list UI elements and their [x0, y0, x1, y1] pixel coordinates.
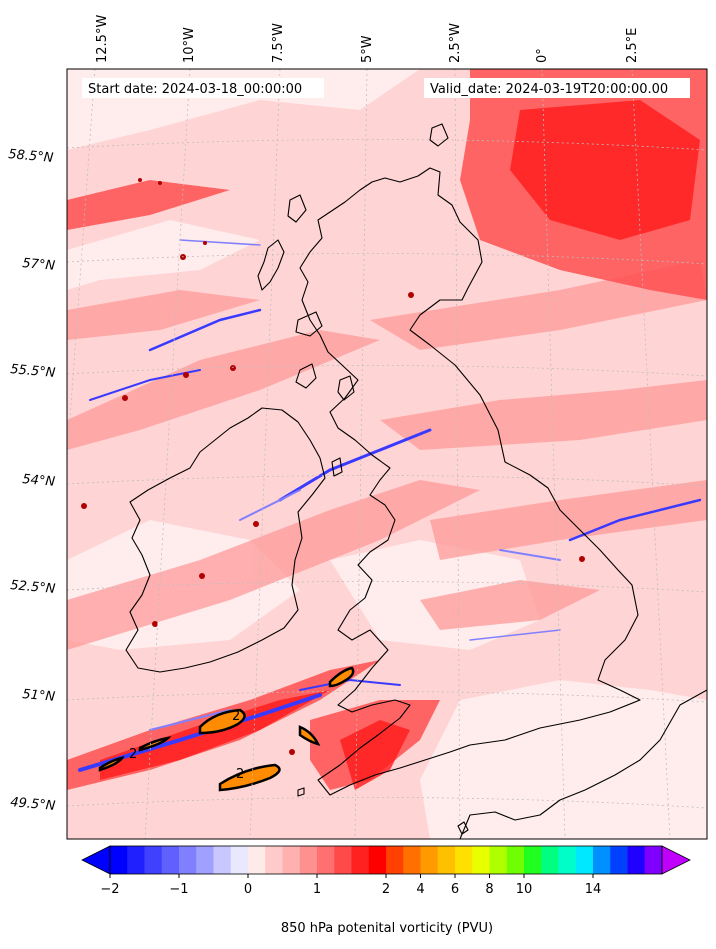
contour-label-2: 2: [232, 709, 240, 724]
colorbar-cell: [524, 846, 542, 874]
colorbar-cell: [644, 846, 663, 874]
colorbar-title: 850 hPa potenital vorticity (PVU): [281, 921, 493, 936]
colorbar-tick-label: 8: [485, 882, 493, 897]
colorbar-cell: [334, 846, 352, 874]
colorbar-cell: [420, 846, 439, 874]
ireland-coast: [125, 407, 326, 673]
pv-negative-streaks: [78, 239, 702, 772]
lat-label: 58.5°N: [8, 147, 55, 166]
colorbar-tick-label: 14: [585, 882, 602, 897]
colorbar-cell: [317, 846, 335, 874]
colorbar-cell: [455, 846, 473, 874]
colorbar-cell: [627, 846, 646, 874]
colorbar-cells: [110, 846, 663, 874]
colorbar: −2 −1 0 1 2 4 6 8 10 14 850 hPa potenital vortici…: [81, 845, 691, 936]
great-britain-coast: [299, 167, 641, 796]
colorbar-cell: [593, 846, 611, 874]
contour-label-3: 2: [129, 747, 137, 762]
colorbar-cell: [110, 846, 128, 874]
lon-label: 10°W: [182, 27, 197, 63]
colorbar-cell: [144, 846, 163, 874]
valid-date-box: [424, 78, 690, 98]
colorbar-cell: [489, 846, 508, 874]
orkney-coast: [429, 123, 449, 147]
latitude-labels: 58.5°N 57°N 55.5°N 54°N 52.5°N 51°N 49.5…: [8, 147, 57, 814]
start-date-box: [82, 78, 324, 98]
colorbar-cell: [299, 846, 318, 874]
longitude-labels: 12.5°W 10°W 7.5°W 5°W 2.5°W 0° 2.5°E: [95, 15, 640, 63]
isle-of-man-coast: [331, 457, 343, 477]
contour-south-1: [198, 708, 246, 735]
lat-label: 51°N: [22, 687, 56, 705]
lon-label: 0°: [535, 48, 550, 63]
colorbar-tick-label: −1: [169, 882, 188, 897]
hebrides-coast-2: [287, 194, 307, 223]
colorbar-cell: [351, 846, 370, 874]
islay-coast: [295, 363, 317, 389]
colorbar-under-arrow: [81, 845, 111, 875]
coastlines: [125, 123, 707, 839]
colorbar-cell: [610, 846, 628, 874]
lat-label: 57°N: [22, 256, 56, 274]
colorbar-cell: [265, 846, 283, 874]
colorbar-tick-label: 2: [382, 882, 390, 897]
colorbar-cell: [403, 846, 421, 874]
channel-islands: [457, 821, 469, 835]
colorbar-tick-label: 6: [451, 882, 459, 897]
lat-label: 54°N: [22, 472, 56, 490]
colorbar-tick-label: −2: [100, 882, 119, 897]
valid-date-text: Valid_date: 2024-03-19T20:00:00.00: [430, 82, 668, 97]
contour-label: 2: [236, 767, 244, 782]
colorbar-cell: [506, 846, 525, 874]
arran-coast: [337, 375, 355, 401]
colorbar-cell: [558, 846, 577, 874]
colorbar-cell: [161, 846, 180, 874]
map-panel: 2 2 2: [67, 69, 707, 839]
colorbar-cell: [386, 846, 404, 874]
colorbar-cell: [248, 846, 266, 874]
france-coast: [459, 689, 707, 839]
lat-label: 49.5°N: [10, 795, 57, 814]
contour-south-3: [328, 666, 355, 688]
colorbar-cell: [437, 846, 456, 874]
colorbar-tick-label: 0: [244, 882, 252, 897]
colorbar-cell: [541, 846, 559, 874]
colorbar-tick-label: 1: [313, 882, 321, 897]
colorbar-cell: [196, 846, 214, 874]
colorbar-cell: [575, 846, 594, 874]
lon-label: 7.5°W: [271, 23, 286, 63]
contour-south-6: [138, 736, 172, 752]
contour-south-5: [98, 756, 125, 772]
colorbar-tick-label: 4: [416, 882, 424, 897]
colorbar-cell: [213, 846, 232, 874]
colorbar-tick-label: 10: [516, 882, 533, 897]
contour-south-2: [218, 763, 281, 792]
lat-label: 52.5°N: [10, 578, 57, 597]
date-header: Start date: 2024-03-18_00:00:00 Valid_da…: [82, 78, 690, 98]
map-frame: [66, 68, 708, 840]
scilly-coast: [297, 787, 305, 797]
colorbar-cell: [230, 846, 249, 874]
pv-spots: [81, 178, 585, 755]
colorbar-cell: [127, 846, 145, 874]
pv-2-contours: [98, 666, 355, 792]
lon-label: 2.5°E: [625, 28, 640, 63]
lon-label: 5°W: [360, 35, 375, 63]
lon-label: 12.5°W: [95, 15, 110, 63]
colorbar-over-arrow: [661, 845, 691, 875]
colorbar-cell: [282, 846, 301, 874]
colorbar-cell: [472, 846, 490, 874]
start-date-text: Start date: 2024-03-18_00:00:00: [88, 82, 302, 97]
lon-label: 2.5°W: [448, 23, 463, 63]
lat-label: 55.5°N: [10, 362, 57, 381]
hebrides-coast: [257, 239, 285, 291]
contour-south-4: [298, 725, 321, 746]
colorbar-ticks: −2 −1 0 1 2 4 6 8 10 14: [100, 874, 601, 897]
mull-coast: [295, 311, 323, 337]
colorbar-cell: [368, 846, 387, 874]
colorbar-cell: [179, 846, 197, 874]
